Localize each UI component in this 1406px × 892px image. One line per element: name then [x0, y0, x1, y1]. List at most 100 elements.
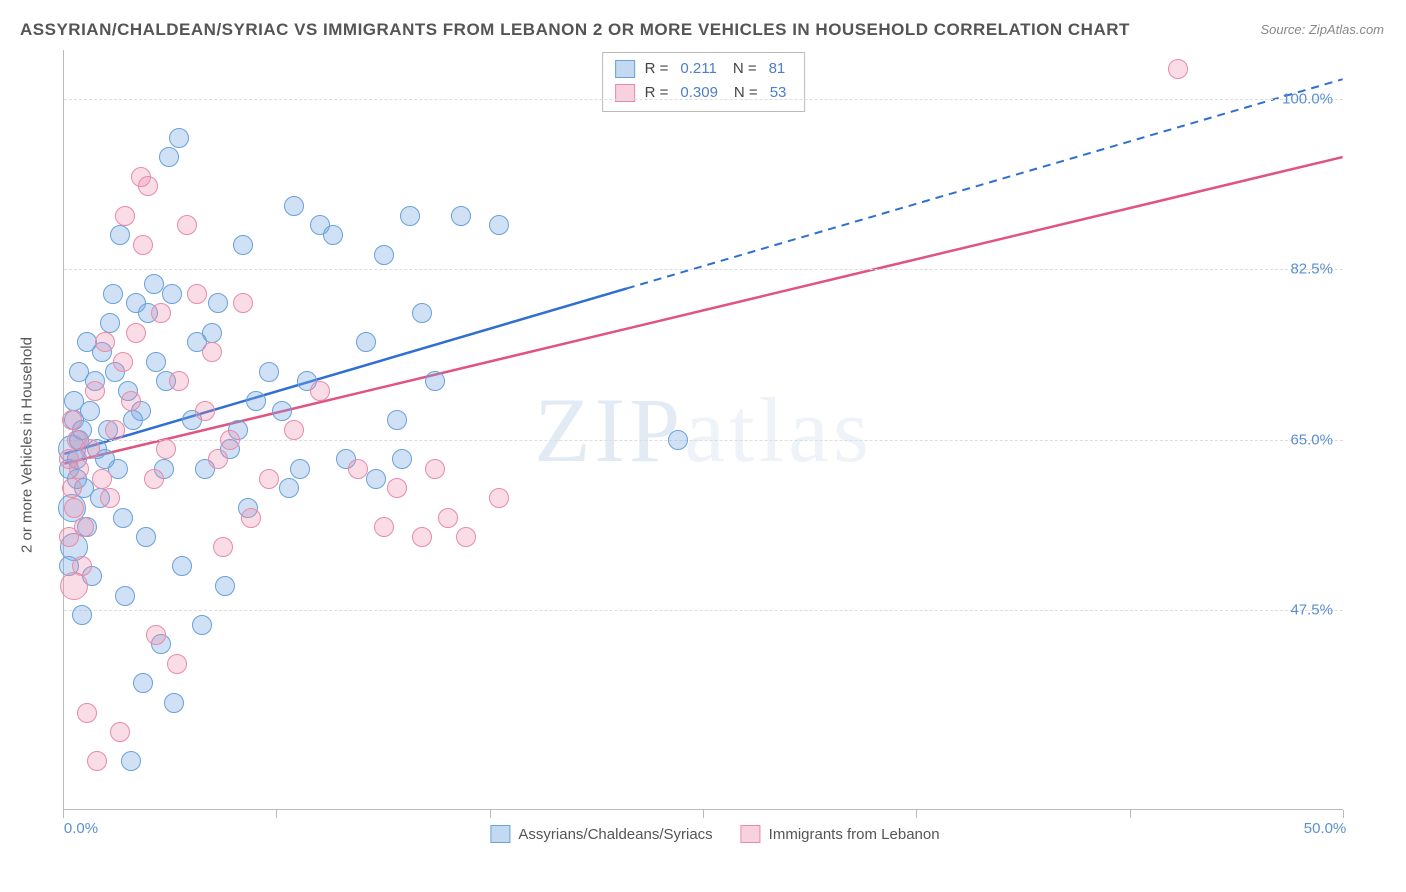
- scatter-point-blue: [69, 362, 89, 382]
- scatter-point-pink: [151, 303, 171, 323]
- scatter-point-pink: [167, 654, 187, 674]
- scatter-point-pink: [202, 342, 222, 362]
- trend-lines: [64, 50, 1343, 809]
- gridline: [64, 610, 1343, 611]
- scatter-point-pink: [138, 176, 158, 196]
- y-tick-label: 82.5%: [1290, 261, 1333, 278]
- scatter-point-pink: [100, 488, 120, 508]
- scatter-point-pink: [1168, 59, 1188, 79]
- stat-r-value: 0.309: [680, 81, 718, 105]
- x-tick-label: 0.0%: [64, 820, 98, 837]
- y-axis-label: 2 or more Vehicles in Household: [19, 337, 36, 553]
- scatter-point-pink: [177, 215, 197, 235]
- scatter-point-pink: [113, 352, 133, 372]
- y-tick-label: 47.5%: [1290, 602, 1333, 619]
- scatter-point-blue: [192, 615, 212, 635]
- scatter-point-blue: [387, 410, 407, 430]
- x-tick: [63, 810, 64, 818]
- stat-n-value: 53: [770, 81, 787, 105]
- scatter-point-blue: [366, 469, 386, 489]
- stats-row: R =0.211N =81: [615, 57, 793, 81]
- scatter-point-blue: [272, 401, 292, 421]
- scatter-point-blue: [233, 235, 253, 255]
- watermark: ZIPatlas: [534, 377, 873, 483]
- legend-item: Assyrians/Chaldeans/Syriacs: [490, 825, 712, 843]
- gridline: [64, 269, 1343, 270]
- stat-r-label: R =: [645, 57, 669, 81]
- scatter-point-blue: [164, 693, 184, 713]
- stat-r-label: R =: [645, 81, 669, 105]
- scatter-point-pink: [110, 722, 130, 742]
- stats-row: R = 0.309 N = 53: [615, 81, 793, 105]
- scatter-point-pink: [387, 478, 407, 498]
- scatter-point-blue: [374, 245, 394, 265]
- scatter-point-pink: [69, 459, 89, 479]
- scatter-point-blue: [110, 225, 130, 245]
- scatter-point-blue: [400, 206, 420, 226]
- scatter-point-pink: [208, 449, 228, 469]
- scatter-point-pink: [115, 206, 135, 226]
- scatter-point-blue: [115, 586, 135, 606]
- scatter-point-pink: [59, 527, 79, 547]
- x-tick: [703, 810, 704, 818]
- scatter-point-blue: [100, 313, 120, 333]
- scatter-point-blue: [144, 274, 164, 294]
- scatter-point-blue: [392, 449, 412, 469]
- scatter-point-pink: [195, 401, 215, 421]
- scatter-point-blue: [323, 225, 343, 245]
- scatter-point-pink: [95, 332, 115, 352]
- scatter-point-blue: [290, 459, 310, 479]
- scatter-point-pink: [156, 439, 176, 459]
- legend-swatch: [741, 825, 761, 843]
- chart-container: 2 or more Vehicles in Household ZIPatlas…: [45, 50, 1385, 840]
- scatter-point-pink: [133, 235, 153, 255]
- scatter-point-blue: [172, 556, 192, 576]
- scatter-point-pink: [121, 391, 141, 411]
- scatter-point-pink: [105, 420, 125, 440]
- scatter-point-pink: [62, 410, 82, 430]
- gridline: [64, 440, 1343, 441]
- chart-title: ASSYRIAN/CHALDEAN/SYRIAC VS IMMIGRANTS F…: [20, 20, 1130, 40]
- scatter-point-blue: [121, 751, 141, 771]
- scatter-point-blue: [146, 352, 166, 372]
- scatter-point-blue: [72, 605, 92, 625]
- scatter-point-pink: [374, 517, 394, 537]
- stat-r-value: 0.211: [680, 57, 716, 81]
- legend-swatch: [490, 825, 510, 843]
- scatter-point-blue: [279, 478, 299, 498]
- stat-n-label: N =: [734, 81, 758, 105]
- watermark-bold: ZIP: [534, 379, 684, 481]
- scatter-point-blue: [136, 527, 156, 547]
- scatter-point-pink: [85, 381, 105, 401]
- x-tick: [1130, 810, 1131, 818]
- bottom-legend: Assyrians/Chaldeans/Syriacs Immigrants fr…: [490, 825, 939, 843]
- scatter-point-blue: [162, 284, 182, 304]
- scatter-point-blue: [123, 410, 143, 430]
- scatter-point-blue: [215, 576, 235, 596]
- scatter-point-pink: [220, 430, 240, 450]
- x-tick-label: 50.0%: [1304, 820, 1347, 837]
- stat-n-value: 81: [769, 57, 786, 81]
- scatter-point-pink: [60, 572, 88, 600]
- scatter-point-pink: [87, 751, 107, 771]
- scatter-point-pink: [144, 469, 164, 489]
- scatter-point-pink: [187, 284, 207, 304]
- y-tick-label: 100.0%: [1282, 90, 1333, 107]
- scatter-point-pink: [64, 498, 84, 518]
- y-tick-label: 65.0%: [1290, 431, 1333, 448]
- scatter-point-pink: [489, 488, 509, 508]
- scatter-point-pink: [77, 703, 97, 723]
- legend-label: Immigrants from Lebanon: [769, 826, 940, 843]
- scatter-point-pink: [126, 323, 146, 343]
- legend-swatch: [615, 60, 635, 78]
- legend-item: Immigrants from Lebanon: [741, 825, 940, 843]
- scatter-point-pink: [259, 469, 279, 489]
- scatter-point-blue: [356, 332, 376, 352]
- scatter-point-blue: [489, 215, 509, 235]
- scatter-point-blue: [113, 508, 133, 528]
- legend-label: Assyrians/Chaldeans/Syriacs: [518, 826, 712, 843]
- scatter-point-blue: [284, 196, 304, 216]
- scatter-point-blue: [126, 293, 146, 313]
- watermark-light: atlas: [684, 379, 873, 481]
- scatter-point-blue: [668, 430, 688, 450]
